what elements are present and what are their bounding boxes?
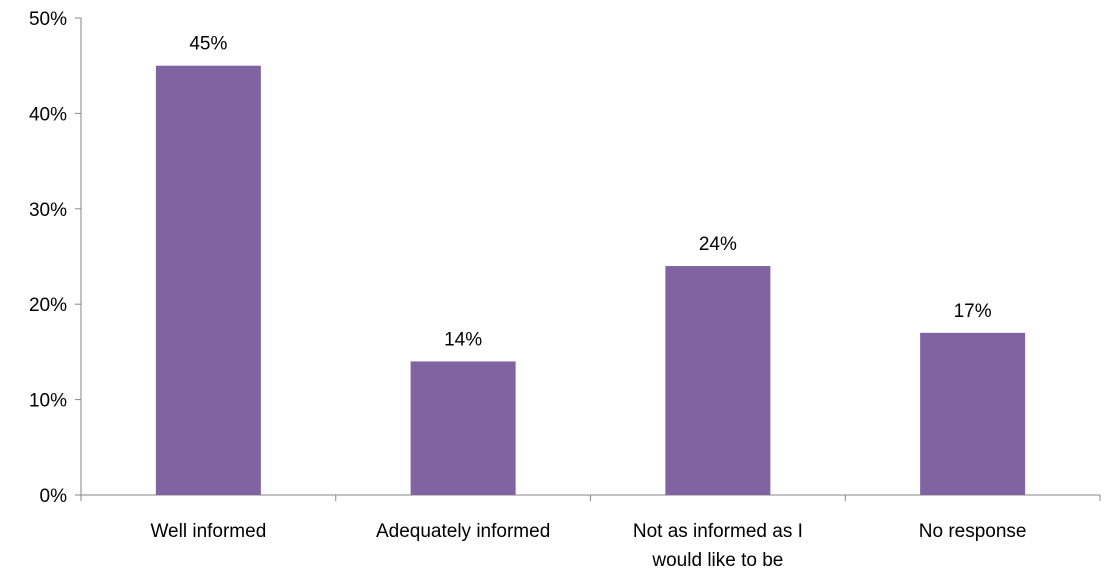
x-tick-label: Well informed: [150, 521, 266, 542]
bar: [920, 332, 1026, 495]
x-tick-label: would like to be: [651, 550, 783, 571]
x-tick-label: No response: [919, 521, 1027, 542]
x-axis: [80, 494, 1101, 501]
y-tick-label: 50%: [29, 9, 67, 30]
y-tick-label: 0%: [40, 486, 68, 507]
x-tick-label: Adequately informed: [376, 521, 550, 542]
bar: [410, 361, 516, 495]
y-tick-label: 20%: [29, 295, 67, 316]
category-labels: Well informed Adequately informed Not as i…: [150, 521, 1026, 571]
y-tick-label: 40%: [29, 104, 67, 125]
data-label: 17%: [954, 301, 992, 322]
y-tick-label: 30%: [29, 200, 67, 221]
y-tick-label: 10%: [29, 391, 67, 412]
x-tick-label: Not as informed as I: [633, 521, 803, 542]
data-label: 45%: [189, 34, 227, 55]
bar: [155, 65, 261, 495]
data-labels: 45% 14% 24% 17%: [189, 34, 991, 351]
bars: [155, 65, 1026, 495]
bar: [665, 266, 771, 495]
data-label: 14%: [444, 329, 482, 350]
data-label: 24%: [699, 234, 737, 255]
y-axis: 0% 10% 20% 30% 40% 50%: [29, 9, 82, 507]
